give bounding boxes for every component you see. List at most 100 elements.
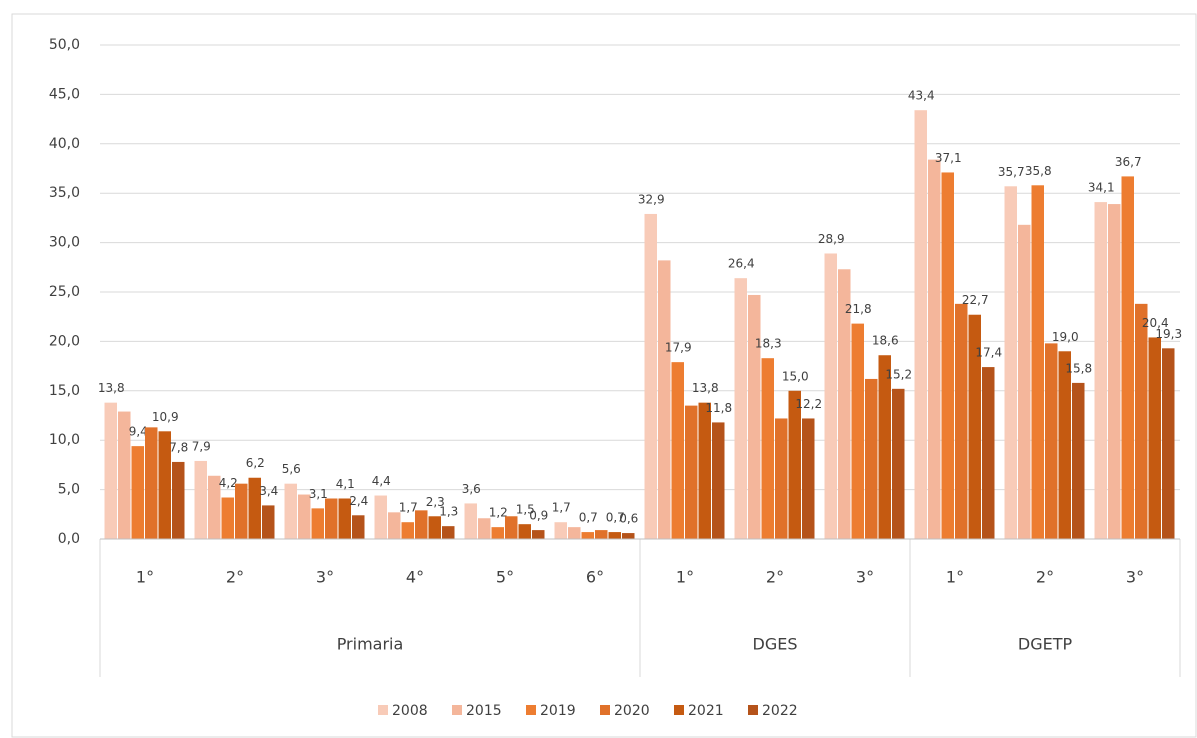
value-label: 1,7 <box>399 501 418 515</box>
x-tick-label: 3° <box>316 568 334 587</box>
bar <box>194 460 207 539</box>
y-tick-label: 5,0 <box>58 482 80 498</box>
bar <box>865 378 878 539</box>
bar <box>622 533 635 539</box>
value-label: 22,7 <box>962 293 989 307</box>
legend-swatch <box>526 705 536 715</box>
bar <box>104 402 117 539</box>
bar <box>914 110 927 539</box>
bar <box>775 418 788 539</box>
x-tick-label: 3° <box>1126 568 1144 587</box>
bar <box>284 483 297 539</box>
bar <box>172 461 185 539</box>
legend-swatch <box>674 705 684 715</box>
y-tick-label: 40,0 <box>49 136 80 152</box>
legend-swatch <box>600 705 610 715</box>
bar <box>1135 303 1148 539</box>
x-tick-label: 3° <box>856 568 874 587</box>
bar <box>1031 185 1044 539</box>
y-tick-label: 20,0 <box>49 333 80 349</box>
bar <box>311 508 324 539</box>
bar <box>1072 382 1085 539</box>
bar <box>262 505 275 539</box>
bar <box>928 159 941 539</box>
value-label: 43,4 <box>908 89 935 103</box>
x-tick-label: 4° <box>406 568 424 587</box>
value-label: 20,4 <box>1142 316 1169 330</box>
value-label: 0,6 <box>619 512 638 526</box>
y-tick-label: 30,0 <box>49 235 80 251</box>
bar <box>505 516 518 539</box>
x-tick-label: 1° <box>946 568 964 587</box>
x-tick-label: 1° <box>136 568 154 587</box>
legend-swatch <box>452 705 462 715</box>
bar <box>982 367 995 539</box>
bar <box>608 532 621 539</box>
legend-swatch <box>378 705 388 715</box>
value-label: 0,9 <box>529 509 548 523</box>
bar <box>788 390 801 539</box>
bar <box>145 427 158 539</box>
y-tick-label: 10,0 <box>49 432 80 448</box>
bar <box>1162 348 1175 539</box>
bar <box>1094 202 1107 540</box>
bar <box>671 362 684 539</box>
bar <box>838 269 851 539</box>
value-label: 7,9 <box>192 439 211 453</box>
value-label: 37,1 <box>935 151 962 165</box>
x-tick-label: 5° <box>496 568 514 587</box>
value-label: 0,7 <box>579 511 598 525</box>
value-label: 34,1 <box>1088 181 1115 195</box>
bar <box>1108 204 1121 539</box>
value-label: 35,8 <box>1025 164 1052 178</box>
legend-label: 2019 <box>540 703 576 719</box>
bar <box>1058 351 1071 539</box>
value-label: 1,7 <box>552 501 571 515</box>
value-label: 4,4 <box>372 474 391 488</box>
bar <box>518 524 531 539</box>
bar <box>1121 176 1134 540</box>
y-tick-label: 50,0 <box>49 37 80 53</box>
bar <box>581 532 594 539</box>
bar <box>118 411 131 539</box>
bar <box>415 510 428 539</box>
legend-swatch <box>748 705 758 715</box>
value-label: 17,4 <box>975 346 1002 360</box>
bar <box>748 294 761 539</box>
bar <box>712 422 725 539</box>
bar <box>298 494 311 539</box>
bar <box>325 498 338 539</box>
bar <box>532 530 545 539</box>
bar <box>554 522 567 539</box>
value-label: 1,2 <box>489 506 508 520</box>
bar <box>685 405 698 539</box>
bar <box>374 495 387 539</box>
value-label: 26,4 <box>728 257 755 271</box>
bar <box>131 446 144 539</box>
bar <box>401 522 414 539</box>
bar <box>878 355 891 539</box>
value-label: 19,3 <box>1155 327 1182 341</box>
bar <box>235 483 248 539</box>
bar <box>464 503 477 539</box>
chart-frame <box>11 13 1197 738</box>
x-tick-label: 1° <box>676 568 694 587</box>
y-tick-label: 35,0 <box>49 185 80 201</box>
value-label: 10,9 <box>152 410 179 424</box>
legend-label: 2022 <box>762 703 798 719</box>
bar <box>761 358 774 539</box>
bar <box>158 431 171 539</box>
value-label: 15,0 <box>782 369 809 383</box>
bar <box>428 516 441 539</box>
x-tick-label: 2° <box>1036 568 1054 587</box>
value-label: 3,6 <box>462 482 481 496</box>
value-label: 18,6 <box>872 334 899 348</box>
value-label: 13,8 <box>98 381 125 395</box>
legend-label: 2021 <box>688 703 724 719</box>
value-label: 5,6 <box>282 462 301 476</box>
value-label: 13,8 <box>692 381 719 395</box>
bar <box>338 498 351 539</box>
bar <box>734 278 747 539</box>
bar <box>442 526 455 539</box>
bar <box>568 527 581 539</box>
